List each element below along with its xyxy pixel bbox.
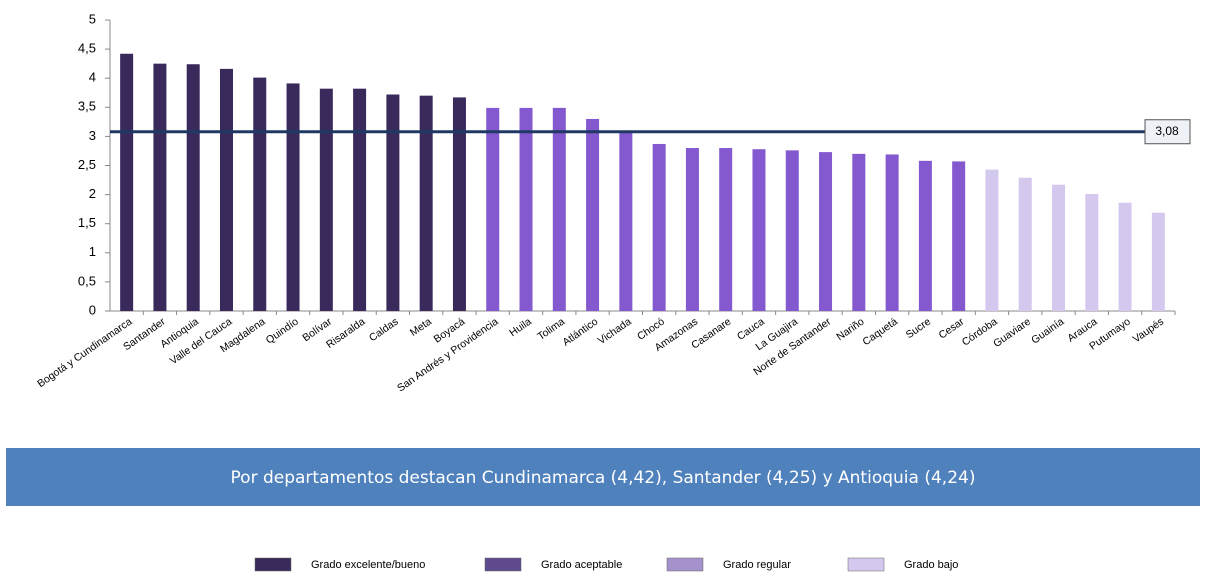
- bar: [186, 64, 200, 312]
- bar: [852, 153, 866, 311]
- y-tick-label: 0: [89, 302, 96, 317]
- x-tick-label: Quindío: [264, 316, 301, 347]
- legend-label: Grado aceptable: [541, 559, 622, 571]
- reference-label-box: [1144, 119, 1191, 145]
- y-tick-label: 3: [89, 128, 96, 143]
- bar: [619, 132, 633, 311]
- y-tick-label: 4: [89, 70, 96, 85]
- bar: [752, 149, 766, 311]
- y-tick-label: 2: [89, 186, 96, 201]
- banner-box: [6, 448, 1200, 506]
- x-tick-label: Vichada: [596, 316, 634, 348]
- y-tick-label: 0,5: [78, 273, 96, 288]
- bar: [452, 97, 466, 311]
- bar: [685, 148, 699, 311]
- y-tick-label: 1: [89, 244, 96, 259]
- bar: [519, 107, 533, 312]
- bar: [952, 161, 966, 311]
- x-tick-label: Atlántico: [560, 316, 600, 349]
- bar: [353, 88, 367, 312]
- bar: [219, 68, 233, 311]
- bar: [1085, 194, 1099, 311]
- bar: [386, 94, 400, 311]
- x-tick-label: Caquetá: [860, 316, 900, 349]
- bar: [253, 77, 267, 311]
- x-tick-label: Bogotá y Cundinamarca: [35, 316, 134, 391]
- bar: [120, 53, 134, 311]
- bar: [1018, 177, 1032, 311]
- bar: [1052, 184, 1066, 311]
- y-tick-label: 2,5: [78, 157, 96, 172]
- bar: [1118, 202, 1132, 311]
- bar: [153, 63, 167, 312]
- bar: [819, 152, 833, 311]
- y-tick-label: 3,5: [78, 99, 96, 114]
- x-tick-label: Caldas: [367, 316, 401, 345]
- legend-label: Grado regular: [723, 559, 791, 571]
- reference-label: 3,08: [1155, 124, 1179, 138]
- y-tick-label: 1,5: [78, 215, 96, 230]
- bar: [985, 169, 999, 311]
- banner-text: Por departamentos destacan Cundinamarca …: [231, 468, 976, 488]
- legend-swatch: [666, 557, 704, 572]
- bar: [319, 88, 333, 312]
- bar: [918, 160, 932, 311]
- legend-swatch: [484, 557, 522, 572]
- y-tick-label: 5: [89, 11, 96, 26]
- legend-swatch: [847, 557, 885, 572]
- bar: [486, 107, 500, 312]
- x-tick-label: Huila: [507, 316, 534, 340]
- x-tick-label: Sucre: [904, 316, 933, 342]
- bar: [719, 148, 733, 311]
- x-tick-label: Guainía: [1029, 316, 1066, 347]
- bar: [1151, 212, 1165, 311]
- legend-swatch: [254, 557, 292, 572]
- y-tick-label: 4,5: [78, 41, 96, 56]
- bar: [785, 150, 799, 311]
- bar: [552, 107, 566, 312]
- bar: [286, 83, 300, 311]
- legend-label: Grado bajo: [904, 559, 958, 571]
- legend-label: Grado excelente/bueno: [311, 559, 425, 571]
- x-tick-label: Vaupés: [1131, 316, 1166, 346]
- bar: [652, 143, 666, 311]
- bar: [586, 118, 600, 311]
- x-tick-label: Guaviare: [991, 316, 1033, 350]
- bar: [885, 154, 899, 311]
- bar: [419, 95, 433, 311]
- x-tick-label: Meta: [408, 316, 434, 339]
